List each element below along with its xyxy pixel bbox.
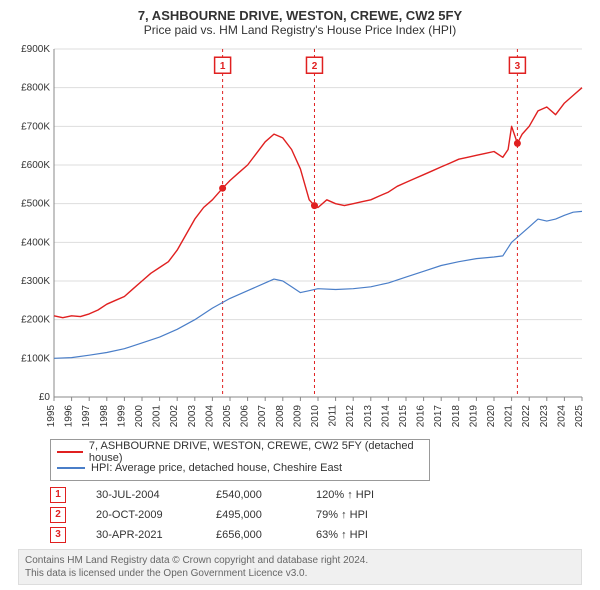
svg-text:2011: 2011	[328, 405, 339, 427]
svg-text:£300K: £300K	[21, 276, 50, 287]
svg-text:2: 2	[312, 61, 318, 72]
legend-swatch	[57, 467, 85, 469]
footnote-line: This data is licensed under the Open Gov…	[25, 567, 575, 580]
svg-text:2021: 2021	[504, 405, 515, 428]
svg-text:2008: 2008	[275, 405, 286, 428]
line-chart: £0 £100K £200K £300K £400K £500K £600K £700K £80…	[10, 43, 590, 433]
svg-text:1998: 1998	[99, 405, 110, 428]
svg-text:2024: 2024	[556, 405, 567, 428]
chart-subtitle: Price paid vs. HM Land Registry's House …	[10, 23, 590, 37]
svg-text:1: 1	[220, 61, 226, 72]
svg-text:2023: 2023	[539, 405, 550, 428]
marker-date: 30-APR-2021	[96, 529, 216, 541]
svg-text:2012: 2012	[345, 405, 356, 428]
svg-text:£600K: £600K	[21, 160, 50, 171]
svg-text:2019: 2019	[468, 405, 479, 428]
legend-label: 7, ASHBOURNE DRIVE, WESTON, CREWE, CW2 5…	[89, 440, 423, 464]
legend: 7, ASHBOURNE DRIVE, WESTON, CREWE, CW2 5…	[50, 439, 430, 481]
svg-text:2000: 2000	[134, 405, 145, 428]
svg-text:£400K: £400K	[21, 237, 50, 248]
svg-text:£900K: £900K	[21, 44, 50, 55]
svg-text:2005: 2005	[222, 405, 233, 428]
svg-text:£800K: £800K	[21, 83, 50, 94]
svg-text:2002: 2002	[169, 405, 180, 428]
svg-text:2025: 2025	[574, 405, 585, 428]
svg-text:2013: 2013	[363, 405, 374, 428]
marker-date: 20-OCT-2009	[96, 509, 216, 521]
marker-price: £495,000	[216, 509, 316, 521]
svg-text:2015: 2015	[398, 405, 409, 428]
marker-badge: 1	[50, 487, 66, 503]
marker-row: 1 30-JUL-2004 £540,000 120% ↑ HPI	[50, 485, 582, 505]
svg-text:1997: 1997	[81, 405, 92, 428]
chart-area: £0 £100K £200K £300K £400K £500K £600K £700K £80…	[10, 43, 590, 433]
svg-text:2010: 2010	[310, 405, 321, 428]
marker-row: 2 20-OCT-2009 £495,000 79% ↑ HPI	[50, 505, 582, 525]
svg-text:£500K: £500K	[21, 199, 50, 210]
svg-text:2004: 2004	[204, 405, 215, 428]
legend-label: HPI: Average price, detached house, Ches…	[91, 462, 342, 474]
marker-pct: 120% ↑ HPI	[316, 489, 436, 501]
svg-text:£200K: £200K	[21, 315, 50, 326]
svg-text:2017: 2017	[433, 405, 444, 428]
svg-text:2006: 2006	[240, 405, 251, 428]
marker-pct: 79% ↑ HPI	[316, 509, 436, 521]
marker-price: £540,000	[216, 489, 316, 501]
svg-text:2001: 2001	[152, 405, 163, 428]
svg-text:£100K: £100K	[21, 353, 50, 364]
chart-title: 7, ASHBOURNE DRIVE, WESTON, CREWE, CW2 5…	[10, 8, 590, 23]
legend-swatch	[57, 451, 83, 453]
svg-text:1999: 1999	[116, 405, 127, 428]
svg-text:3: 3	[515, 61, 521, 72]
svg-text:£700K: £700K	[21, 121, 50, 132]
footnote: Contains HM Land Registry data © Crown c…	[18, 549, 582, 585]
marker-row: 3 30-APR-2021 £656,000 63% ↑ HPI	[50, 525, 582, 545]
footnote-line: Contains HM Land Registry data © Crown c…	[25, 554, 575, 567]
chart-container: 7, ASHBOURNE DRIVE, WESTON, CREWE, CW2 5…	[0, 0, 600, 590]
svg-text:2009: 2009	[292, 405, 303, 428]
svg-text:1995: 1995	[46, 405, 57, 428]
svg-text:2020: 2020	[486, 405, 497, 428]
marker-price: £656,000	[216, 529, 316, 541]
marker-badge: 3	[50, 527, 66, 543]
svg-text:£0: £0	[39, 392, 51, 403]
svg-text:2016: 2016	[416, 405, 427, 428]
svg-text:2018: 2018	[451, 405, 462, 428]
svg-text:2003: 2003	[187, 405, 198, 428]
marker-date: 30-JUL-2004	[96, 489, 216, 501]
svg-text:2007: 2007	[257, 405, 268, 428]
legend-item: 7, ASHBOURNE DRIVE, WESTON, CREWE, CW2 5…	[57, 444, 423, 460]
svg-text:2022: 2022	[521, 405, 532, 428]
svg-text:1996: 1996	[64, 405, 75, 428]
marker-table: 1 30-JUL-2004 £540,000 120% ↑ HPI 2 20-O…	[50, 485, 582, 545]
marker-badge: 2	[50, 507, 66, 523]
svg-text:2014: 2014	[380, 405, 391, 428]
marker-pct: 63% ↑ HPI	[316, 529, 436, 541]
